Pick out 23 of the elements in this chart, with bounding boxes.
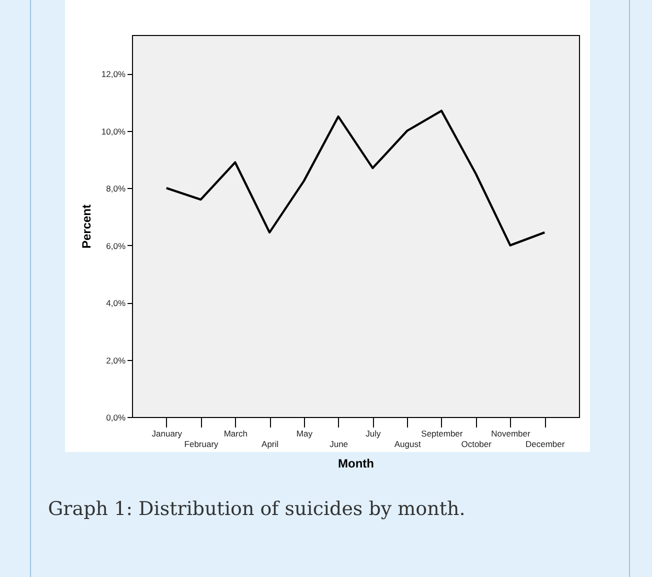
x-tick-label: July [366,428,382,438]
y-axis-title: Percent [79,204,94,249]
x-tick-label: March [224,428,248,438]
line-series [165,110,546,246]
x-tick-label: August [394,439,422,449]
y-tick-label: 6,0% [106,240,126,251]
y-tick-label: 0,0% [106,412,126,422]
x-tick-label: May [296,428,314,438]
x-tick-label: October [461,439,492,449]
y-tick-label: 12,0% [101,69,126,80]
x-tick-label: December [526,439,565,449]
caption: Graph 1: Distribution of suicides by month. [48,498,466,520]
x-tick-label: September [421,428,463,438]
y-tick-label: 8,0% [106,184,126,194]
x-tick-label: January [152,428,183,438]
x-tick-label: February [184,439,220,449]
x-tick-label: April [262,439,279,449]
y-tick-label: 4,0% [106,298,126,308]
y-tick-label: 10,0% [101,126,126,136]
x-tick-label: November [491,428,530,438]
x-axis-title: Month [338,456,374,470]
x-tick-label: June [330,439,348,449]
y-tick-label: 2,0% [106,355,126,366]
